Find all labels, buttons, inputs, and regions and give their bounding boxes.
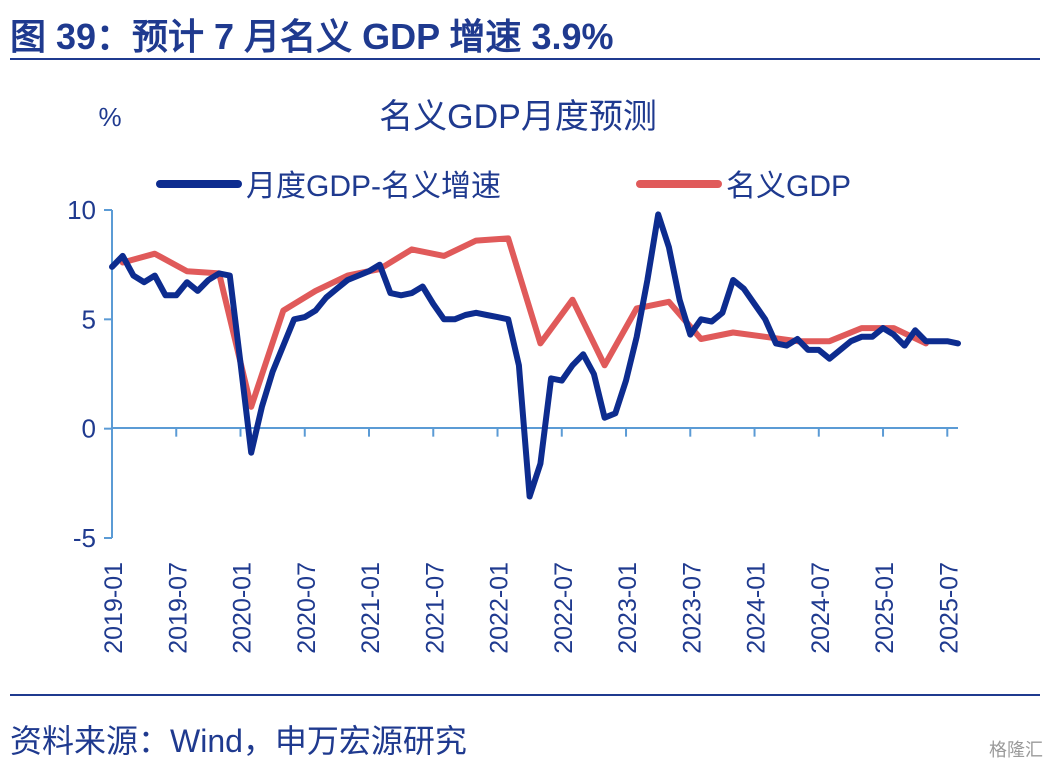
legend-item-nominal: 名义GDP bbox=[636, 170, 851, 203]
x-tick-label: 2024-07 bbox=[807, 562, 835, 654]
figure-title: 图 39：预计 7 月名义 GDP 增速 3.9% bbox=[10, 16, 614, 57]
source-divider bbox=[10, 694, 1040, 696]
x-tick-label: 2023-07 bbox=[678, 562, 706, 654]
series-line-monthly-nominal-growth bbox=[109, 211, 961, 500]
watermark: 格隆汇 bbox=[989, 740, 1043, 760]
legend-label-nominal: 名义GDP bbox=[726, 170, 851, 203]
x-tick-label: 2022-01 bbox=[486, 562, 514, 654]
y-ticks: 10 5 0 -5 bbox=[67, 195, 112, 553]
x-ticks: 2019-01 2019-07 2020-01 2020-07 2021-01 2021-… bbox=[100, 428, 963, 654]
x-tick-label: 2025-01 bbox=[871, 562, 899, 654]
y-axis-unit-label: % bbox=[98, 102, 121, 132]
source-note: 资料来源：Wind，申万宏源研究 bbox=[10, 723, 467, 759]
x-tick-label: 2021-01 bbox=[357, 562, 385, 654]
x-tick-label: 2025-07 bbox=[935, 562, 963, 654]
y-tick-label: 0 bbox=[82, 414, 96, 444]
x-tick-label: 2020-01 bbox=[229, 562, 257, 654]
x-tick-label: 2023-01 bbox=[614, 562, 642, 654]
legend-label-monthly: 月度GDP-名义增速 bbox=[246, 170, 501, 203]
chart-title: 名义GDP月度预测 bbox=[379, 98, 657, 136]
x-tick-label: 2024-01 bbox=[743, 562, 771, 654]
y-tick-label: 10 bbox=[67, 195, 96, 225]
y-tick-label: -5 bbox=[73, 523, 96, 553]
title-divider bbox=[10, 58, 1040, 60]
x-tick-label: 2020-07 bbox=[293, 562, 321, 654]
x-tick-label: 2022-07 bbox=[550, 562, 578, 654]
legend-item-monthly: 月度GDP-名义增速 bbox=[156, 170, 501, 203]
x-tick-label: 2019-01 bbox=[100, 562, 128, 654]
x-tick-label: 2021-07 bbox=[421, 562, 449, 654]
y-tick-label: 5 bbox=[82, 304, 96, 334]
legend: 月度GDP-名义增速 名义GDP bbox=[156, 170, 851, 203]
x-tick-label: 2019-07 bbox=[164, 562, 192, 654]
line-chart: 名义GDP月度预测 % 月度GDP-名义增速 名义GDP 10 5 0 -5 2019… bbox=[67, 98, 963, 654]
series-layer bbox=[109, 211, 961, 500]
